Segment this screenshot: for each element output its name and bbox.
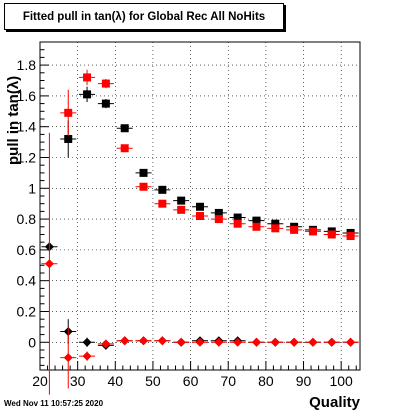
data-point bbox=[120, 124, 129, 133]
data-point bbox=[346, 337, 356, 347]
series-2 bbox=[41, 242, 359, 350]
data-point bbox=[327, 230, 336, 239]
x-axis-label: Quality bbox=[309, 394, 360, 411]
data-point bbox=[139, 182, 148, 191]
data-marks bbox=[41, 69, 359, 395]
data-point bbox=[83, 73, 92, 82]
data-point bbox=[327, 337, 337, 347]
y-tick-label: 1.6 bbox=[17, 88, 37, 104]
series-3 bbox=[41, 132, 359, 395]
data-point bbox=[83, 90, 92, 99]
data-point bbox=[270, 337, 280, 347]
axis-ticks bbox=[39, 49, 357, 370]
data-point bbox=[271, 224, 280, 233]
y-tick-label: 0.6 bbox=[17, 242, 37, 258]
plot-frame bbox=[39, 41, 361, 371]
data-point bbox=[271, 219, 280, 228]
x-tick-label: 20 bbox=[32, 373, 48, 389]
y-tick-label: 1 bbox=[28, 180, 36, 196]
x-tick-label: 50 bbox=[145, 373, 161, 389]
data-point bbox=[82, 351, 92, 361]
chart-title: Fitted pull in tan(λ) for Global Rec All… bbox=[4, 3, 284, 30]
x-tick-label: 70 bbox=[220, 373, 236, 389]
data-point bbox=[251, 337, 261, 347]
y-tick-label: 0.8 bbox=[17, 211, 37, 227]
data-point bbox=[139, 168, 148, 177]
data-point bbox=[196, 212, 204, 221]
y-tick-label: 0 bbox=[28, 334, 36, 350]
data-point bbox=[214, 215, 223, 224]
data-point bbox=[44, 259, 54, 269]
series-1 bbox=[60, 69, 359, 241]
data-point bbox=[158, 185, 167, 194]
data-point bbox=[82, 337, 92, 347]
data-point bbox=[289, 337, 299, 347]
data-point bbox=[346, 232, 355, 241]
data-point bbox=[139, 336, 149, 346]
data-point bbox=[214, 337, 224, 347]
data-point bbox=[252, 216, 261, 225]
y-tick-label: 0.4 bbox=[17, 273, 37, 289]
data-point bbox=[176, 337, 186, 347]
y-axis-label: pull in tan(λ) bbox=[5, 75, 22, 165]
data-point bbox=[233, 213, 242, 222]
data-point bbox=[290, 225, 299, 234]
y-tick-label: 1.4 bbox=[17, 119, 37, 135]
y-tick-label: 1.8 bbox=[17, 57, 37, 73]
tick-labels: 20 30 40 50 60 70 80 90 100 0 0.2 0.4 0.6 0.8 1 1.2 1.4 1… bbox=[17, 57, 354, 389]
data-point bbox=[233, 337, 243, 347]
data-point bbox=[101, 99, 110, 108]
date-stamp: Wed Nov 11 10:57:25 2020 bbox=[4, 399, 104, 408]
data-point bbox=[64, 108, 73, 117]
data-point bbox=[101, 339, 111, 349]
x-tick-label: 30 bbox=[70, 373, 86, 389]
data-point bbox=[214, 208, 223, 217]
y-tick-label: 0.2 bbox=[17, 303, 37, 319]
x-tick-label: 60 bbox=[183, 373, 199, 389]
data-point bbox=[64, 135, 73, 144]
x-tick-label: 40 bbox=[108, 373, 124, 389]
series-0 bbox=[60, 86, 359, 237]
data-point bbox=[252, 222, 261, 231]
x-tick-label: 100 bbox=[329, 373, 353, 389]
data-point bbox=[195, 337, 205, 347]
data-point bbox=[120, 144, 129, 153]
data-point bbox=[177, 205, 186, 214]
data-point bbox=[158, 199, 167, 208]
data-point bbox=[157, 336, 167, 346]
y-tick-label: 1.2 bbox=[17, 149, 37, 165]
data-point bbox=[120, 336, 130, 346]
x-tick-label: 90 bbox=[296, 373, 312, 389]
data-point bbox=[196, 202, 204, 211]
data-point bbox=[233, 219, 242, 228]
x-tick-label: 80 bbox=[258, 373, 274, 389]
data-point bbox=[308, 227, 317, 236]
data-point bbox=[101, 79, 110, 88]
data-point bbox=[177, 196, 186, 205]
data-point bbox=[63, 353, 73, 363]
data-point bbox=[308, 337, 318, 347]
